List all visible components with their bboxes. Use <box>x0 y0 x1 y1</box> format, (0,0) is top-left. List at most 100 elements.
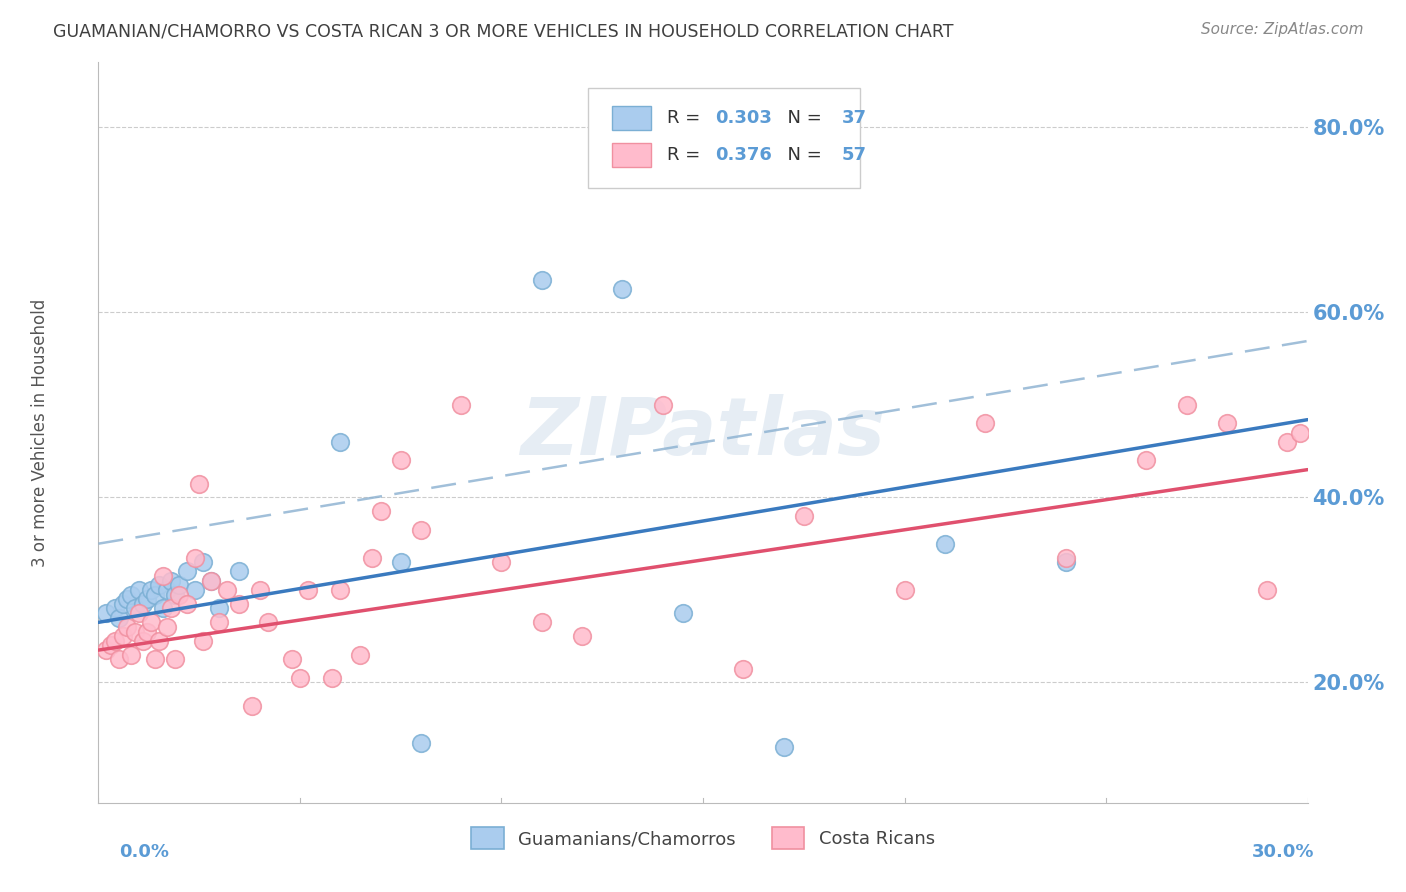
Point <box>409 736 432 750</box>
Point <box>228 565 250 579</box>
Point <box>167 588 190 602</box>
Point <box>152 601 174 615</box>
Point <box>128 582 150 597</box>
Point <box>1256 582 1278 597</box>
Point <box>329 434 352 449</box>
Point <box>148 578 170 592</box>
Point <box>176 565 198 579</box>
Point <box>530 273 553 287</box>
Point <box>361 550 384 565</box>
Text: 0.0%: 0.0% <box>120 843 170 861</box>
Text: N =: N = <box>776 109 827 127</box>
Text: Source: ZipAtlas.com: Source: ZipAtlas.com <box>1201 22 1364 37</box>
Point <box>297 582 319 597</box>
FancyBboxPatch shape <box>588 88 860 188</box>
Point <box>571 629 593 643</box>
Point <box>120 588 142 602</box>
Bar <box>613 143 651 167</box>
Point <box>132 597 155 611</box>
Point <box>491 555 513 569</box>
Point <box>1216 417 1239 431</box>
Point <box>321 671 343 685</box>
Point <box>893 582 915 597</box>
Point <box>793 508 815 523</box>
Point <box>389 555 412 569</box>
Point <box>934 537 956 551</box>
Point <box>156 582 179 597</box>
Text: 0.376: 0.376 <box>716 146 772 164</box>
Point <box>103 633 125 648</box>
Point <box>132 633 155 648</box>
Text: 30.0%: 30.0% <box>1253 843 1315 861</box>
Point <box>148 633 170 648</box>
Point <box>107 610 129 624</box>
Point <box>115 592 138 607</box>
Point <box>184 550 207 565</box>
Point <box>188 476 211 491</box>
Point <box>200 574 222 588</box>
Text: GUAMANIAN/CHAMORRO VS COSTA RICAN 3 OR MORE VEHICLES IN HOUSEHOLD CORRELATION CH: GUAMANIAN/CHAMORRO VS COSTA RICAN 3 OR M… <box>53 22 953 40</box>
Point <box>1135 453 1157 467</box>
Point <box>152 569 174 583</box>
Point <box>651 398 673 412</box>
Point <box>530 615 553 630</box>
Point <box>163 652 186 666</box>
Point <box>409 523 432 537</box>
Point <box>160 601 183 615</box>
Point <box>672 606 695 620</box>
Text: ZIPatlas: ZIPatlas <box>520 393 886 472</box>
Point <box>139 615 162 630</box>
Point <box>124 624 146 639</box>
Bar <box>613 106 651 130</box>
Point <box>184 582 207 597</box>
Point <box>228 597 250 611</box>
Point <box>1288 425 1310 440</box>
Point <box>163 588 186 602</box>
Point <box>193 555 215 569</box>
Point <box>217 582 239 597</box>
Point <box>111 629 134 643</box>
Point <box>111 597 134 611</box>
Point <box>135 592 157 607</box>
Point <box>103 601 125 615</box>
Point <box>450 398 472 412</box>
Point <box>733 662 755 676</box>
Text: R =: R = <box>666 146 706 164</box>
Point <box>208 615 231 630</box>
Point <box>96 643 118 657</box>
Legend: Guamanians/Chamorros, Costa Ricans: Guamanians/Chamorros, Costa Ricans <box>464 821 942 856</box>
Point <box>120 648 142 662</box>
Point <box>1054 555 1077 569</box>
Point <box>143 652 166 666</box>
Point <box>156 620 179 634</box>
Point <box>167 578 190 592</box>
Point <box>208 601 231 615</box>
Point <box>143 588 166 602</box>
Point <box>256 615 278 630</box>
Text: R =: R = <box>666 109 706 127</box>
Point <box>281 652 304 666</box>
Point <box>389 453 412 467</box>
Text: 37: 37 <box>842 109 868 127</box>
Point <box>160 574 183 588</box>
Point <box>124 601 146 615</box>
Point <box>370 504 392 518</box>
Point <box>612 282 634 296</box>
Text: 57: 57 <box>842 146 868 164</box>
Point <box>1277 434 1299 449</box>
Point <box>193 633 215 648</box>
Point <box>1054 550 1077 565</box>
Point <box>128 606 150 620</box>
Point <box>100 639 122 653</box>
Point <box>107 652 129 666</box>
Point <box>974 417 997 431</box>
Text: N =: N = <box>776 146 827 164</box>
Point <box>1175 398 1198 412</box>
Point <box>115 620 138 634</box>
Point <box>96 606 118 620</box>
Text: 3 or more Vehicles in Household: 3 or more Vehicles in Household <box>31 299 49 566</box>
Point <box>772 740 794 755</box>
Point <box>249 582 271 597</box>
Point <box>329 582 352 597</box>
Point <box>139 582 162 597</box>
